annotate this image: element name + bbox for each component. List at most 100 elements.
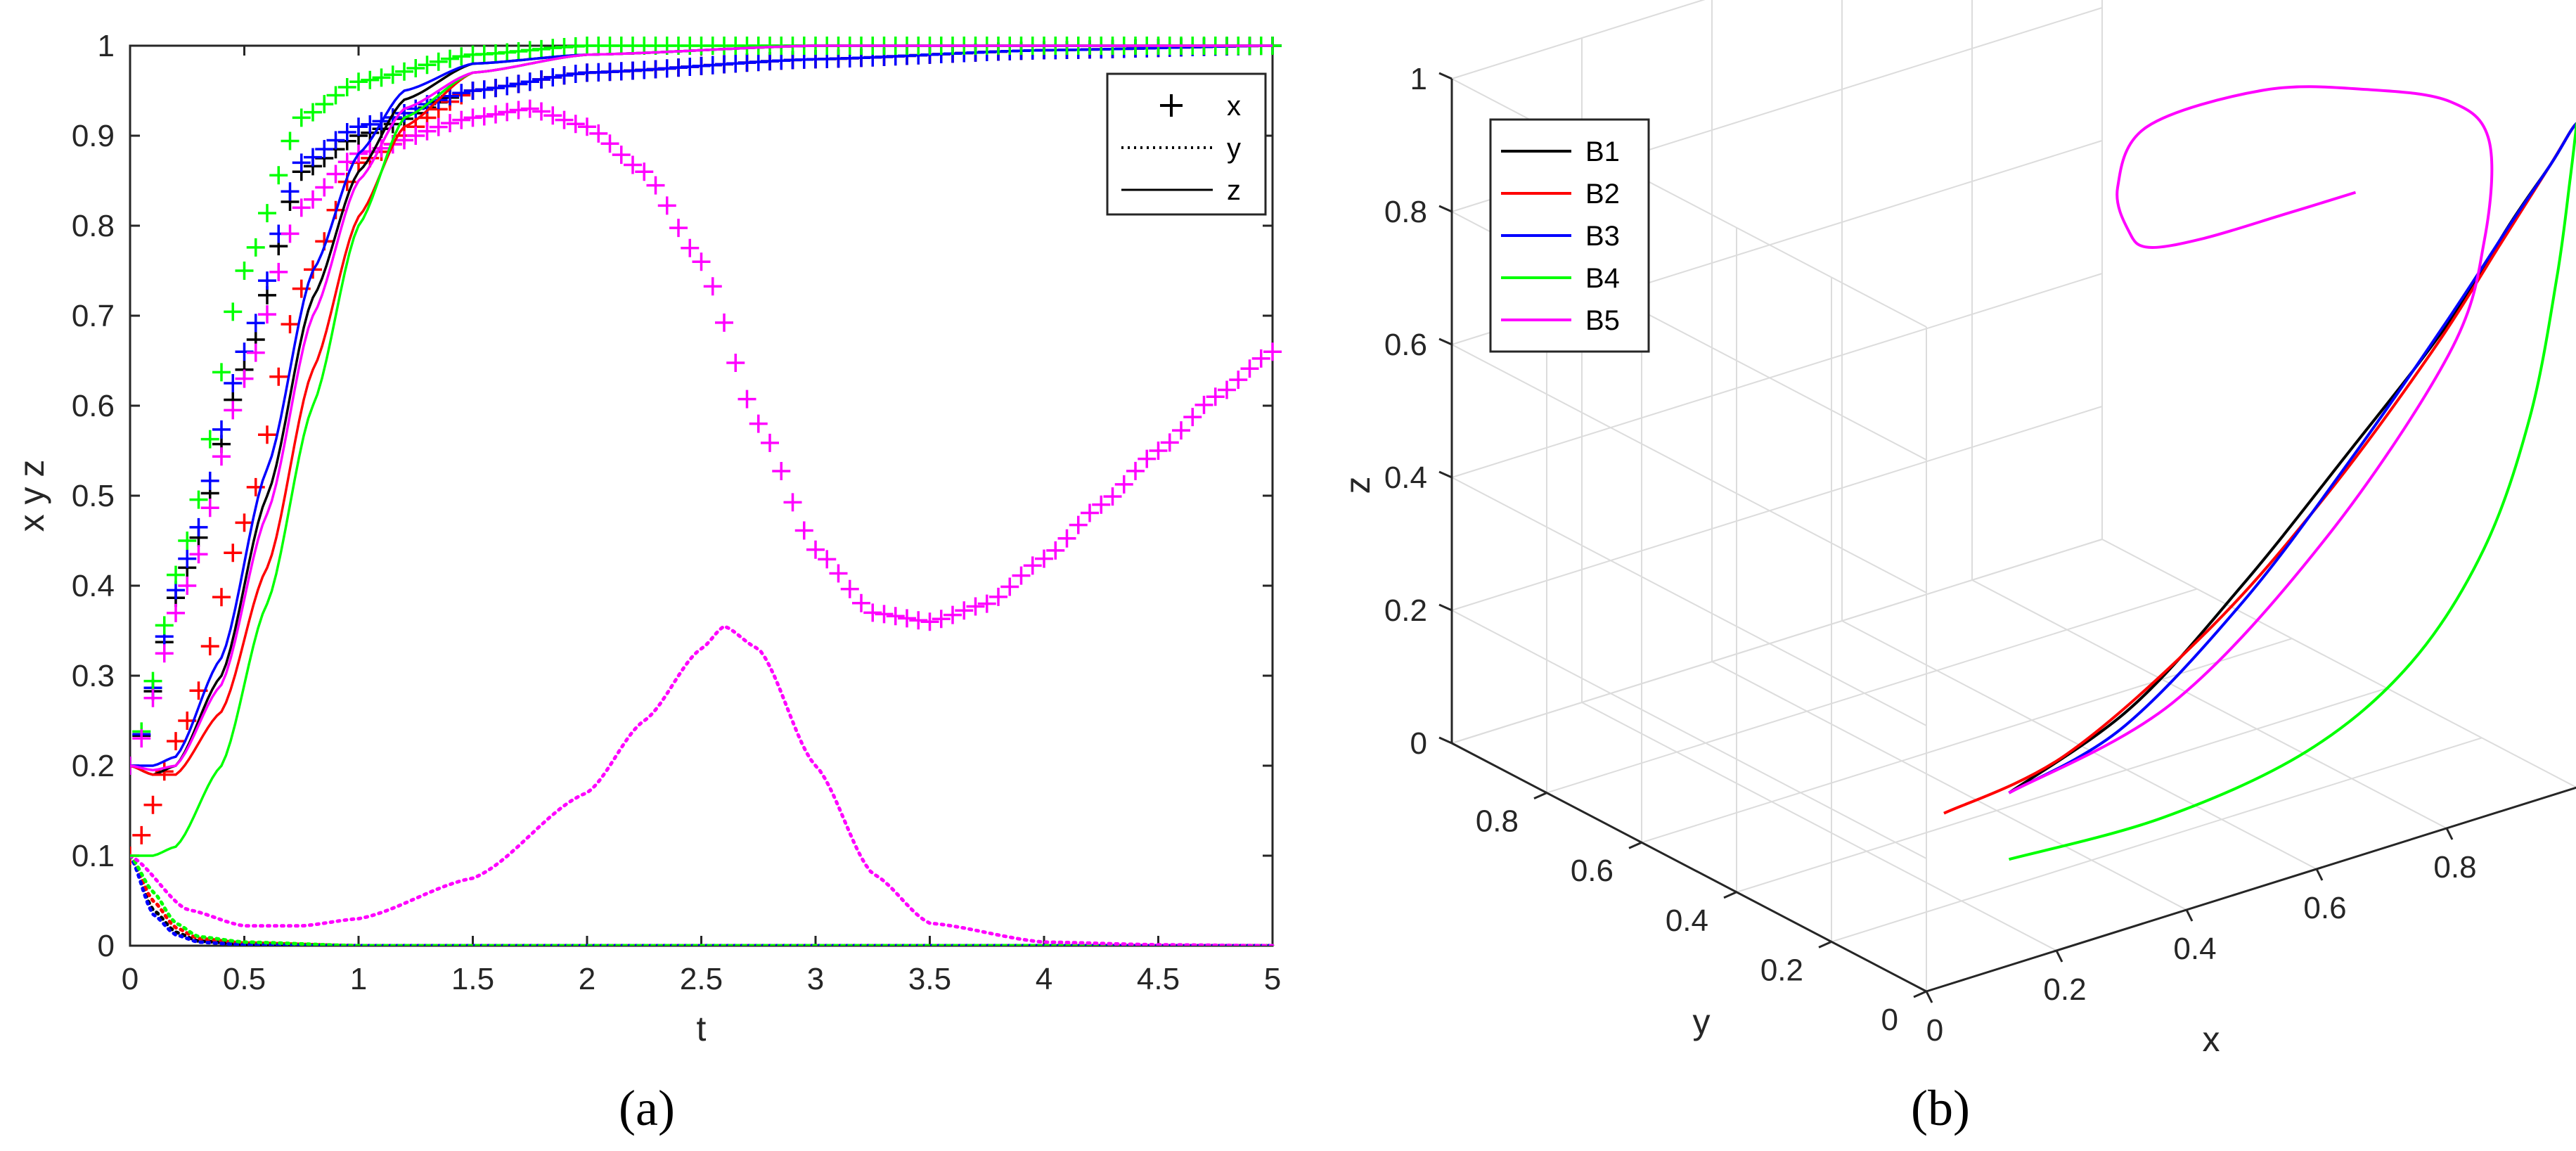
- x-marker: [1183, 408, 1202, 427]
- x-marker: [304, 148, 322, 167]
- y-tick-label-a: 0.3: [72, 659, 115, 693]
- x-marker: [281, 315, 300, 334]
- x-marker: [361, 115, 380, 134]
- x-tick-b: [1925, 991, 1933, 1003]
- x-marker: [635, 162, 654, 181]
- x-marker: [200, 637, 219, 656]
- legend-plus-marker: [1160, 94, 1183, 117]
- y-tick-label-a: 1: [98, 29, 115, 63]
- y-tick-label-a: 0.2: [72, 749, 115, 783]
- x-marker: [167, 581, 185, 600]
- x-marker: [383, 65, 402, 84]
- x-marker: [395, 131, 413, 150]
- x-marker: [326, 165, 345, 184]
- grid-line-floor: [1546, 588, 2198, 794]
- y-tick-b: [1533, 792, 1547, 799]
- x-marker: [806, 540, 825, 559]
- x-marker: [1023, 556, 1042, 575]
- x-marker: [498, 103, 517, 122]
- grid-line-wall-yz: [1451, 610, 1927, 859]
- x-tick-label-a: 0: [122, 962, 139, 996]
- x-marker: [657, 196, 676, 215]
- x-marker: [794, 521, 813, 540]
- x-marker: [1126, 461, 1145, 480]
- x-marker: [269, 166, 288, 185]
- y-tick-label-a: 0.7: [72, 299, 115, 333]
- x-marker: [167, 565, 185, 584]
- x-marker: [361, 70, 380, 89]
- x-axis-label-a: t: [697, 1009, 707, 1048]
- x-tick-label-a: 3: [807, 962, 824, 996]
- legend-label-b: B4: [1585, 263, 1620, 294]
- grid-line-floor: [1711, 661, 2187, 911]
- x-marker: [349, 117, 368, 136]
- x-marker: [487, 105, 505, 124]
- x-marker: [304, 190, 322, 209]
- x-marker: [337, 122, 356, 141]
- x-marker: [429, 52, 448, 71]
- x-marker: [1069, 515, 1088, 534]
- legend-b: B1 B2 B3 B4 B5: [1489, 118, 1650, 353]
- z-axis-label-b: z: [1338, 477, 1377, 494]
- z-tick-b: [1438, 337, 1453, 346]
- x-marker: [178, 577, 197, 595]
- x-marker: [292, 108, 311, 127]
- x-marker: [909, 611, 928, 630]
- x-marker: [349, 72, 368, 91]
- x-marker: [932, 610, 951, 629]
- x-marker: [509, 75, 528, 94]
- x-marker: [600, 134, 619, 153]
- x-marker: [178, 532, 197, 550]
- x-marker: [738, 390, 756, 409]
- grid-line-floor: [1736, 687, 2388, 893]
- x-marker: [898, 609, 916, 628]
- x-tick-label-a: 1: [350, 962, 367, 996]
- x-marker: [1103, 487, 1122, 506]
- x-marker: [281, 131, 300, 150]
- x-marker: [840, 579, 859, 598]
- x-marker: [189, 517, 208, 536]
- x-marker: [452, 110, 471, 129]
- x-marker: [624, 155, 642, 174]
- y-tick-label-b: 0.8: [1476, 804, 1519, 839]
- z-tick-label-b: 0.8: [1384, 195, 1427, 229]
- series-layer-a: [130, 37, 1282, 946]
- grid-line-wall-xz: [1451, 539, 2103, 744]
- x-marker: [178, 549, 197, 568]
- grid-line-wall-yz: [1451, 477, 1927, 726]
- y-tick-label-a: 0.8: [72, 209, 115, 243]
- x-marker: [977, 594, 996, 613]
- x-marker: [555, 66, 574, 85]
- z-tick-label-b: 1: [1410, 62, 1427, 96]
- x-marker: [520, 99, 539, 118]
- x-marker: [292, 198, 311, 217]
- x-marker: [315, 95, 334, 114]
- series-z-line: [130, 44, 1273, 772]
- x-marker: [1000, 577, 1019, 596]
- x-marker: [520, 72, 539, 91]
- legend-a: xyz: [1106, 72, 1267, 216]
- x-marker: [258, 204, 276, 223]
- y-tick-label-b: 0.6: [1571, 854, 1614, 888]
- x-marker: [1046, 541, 1065, 560]
- z-tick-label-b: 0.2: [1384, 593, 1427, 628]
- x-marker: [143, 795, 162, 814]
- x-marker: [395, 62, 413, 81]
- x-marker: [1160, 433, 1179, 452]
- x-marker: [418, 122, 437, 141]
- x-marker: [246, 314, 265, 333]
- x-marker: [452, 84, 471, 103]
- x-marker: [966, 597, 985, 616]
- x-marker: [1092, 495, 1111, 514]
- grid-line-wall-xz: [1451, 406, 2103, 611]
- x-marker: [475, 107, 494, 126]
- x-marker: [224, 302, 243, 321]
- y-tick-label-a: 0.1: [72, 839, 115, 873]
- x-marker: [920, 612, 939, 631]
- x-marker: [783, 493, 802, 512]
- x-marker: [281, 182, 300, 201]
- x-marker: [1194, 395, 1213, 414]
- panel-b-3d-trajectory-chart: 0 0.2 0.4 0.6 0.8 0 0.2 0.4 0.6 0.8 0 0.2 0.4 0.6 0.8 1…: [1338, 0, 2576, 1059]
- x-tick-label-b: 0.8: [2433, 850, 2476, 885]
- x-marker: [143, 671, 162, 690]
